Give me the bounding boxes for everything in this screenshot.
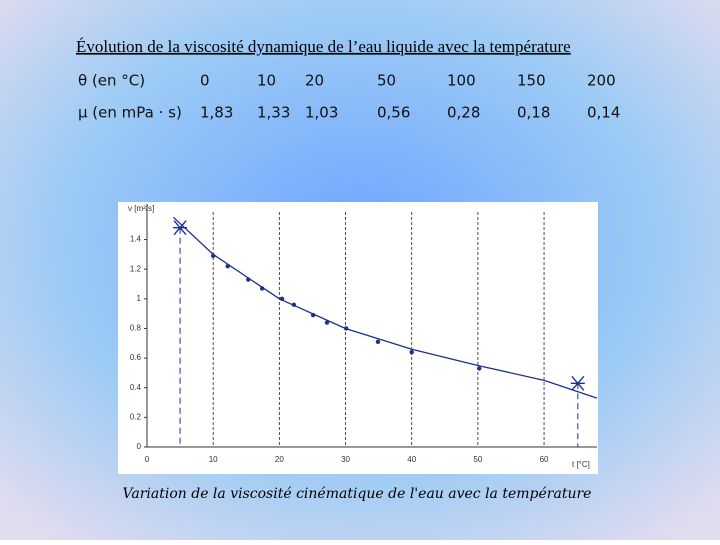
table-cell: 0,14 xyxy=(587,104,620,122)
caption: Variation de la viscosité cinématique de… xyxy=(123,486,592,502)
y-tick-label: 0.4 xyxy=(130,383,142,392)
cross-marker xyxy=(570,375,585,391)
table-cell: 100 xyxy=(447,72,476,90)
table-cell: θ (en °C) xyxy=(78,72,145,90)
y-tick-label: 1.2 xyxy=(130,264,142,273)
table-cell: 50 xyxy=(377,72,396,90)
table-cell: 0,56 xyxy=(377,104,410,122)
table-cell: 1,83 xyxy=(200,104,233,122)
y-axis-label: ν [m²/s] xyxy=(128,204,154,213)
slide-title: Évolution de la viscosité dynamique de l… xyxy=(76,37,571,56)
y-tick-label: 0 xyxy=(137,442,142,451)
x-tick-label: 30 xyxy=(341,455,350,464)
x-tick-label: 50 xyxy=(473,455,482,464)
x-tick-label: 40 xyxy=(407,455,416,464)
x-tick-label: 0 xyxy=(145,455,150,464)
y-tick-label: 0.2 xyxy=(130,412,142,421)
x-tick-label: 10 xyxy=(209,455,218,464)
table-cell: 200 xyxy=(587,72,616,90)
table-cell: µ (en mPa · s) xyxy=(78,104,182,122)
data-point xyxy=(409,349,414,355)
x-axis-label: t [°C] xyxy=(572,460,590,469)
fit-curve xyxy=(173,216,598,399)
data-point xyxy=(324,320,330,325)
table-cell: 1,03 xyxy=(305,104,338,122)
table-cell: 150 xyxy=(517,72,546,90)
table-cell: 0 xyxy=(200,72,210,90)
y-tick-label: 0.8 xyxy=(130,324,142,333)
x-tick-label: 60 xyxy=(540,455,549,464)
data-point xyxy=(375,339,381,344)
table-cell: 20 xyxy=(305,72,324,90)
table-cell: 0,28 xyxy=(447,104,480,122)
chart-panel xyxy=(118,202,598,474)
y-tick-label: 1.4 xyxy=(130,235,142,244)
data-point xyxy=(477,366,482,371)
table-cell: 10 xyxy=(257,72,276,90)
table-cell: 0,18 xyxy=(517,104,550,122)
table-cell: 1,33 xyxy=(257,104,290,122)
x-tick-label: 20 xyxy=(275,455,284,464)
y-tick-label: 1 xyxy=(137,294,142,303)
y-tick-label: 0.6 xyxy=(130,353,142,362)
